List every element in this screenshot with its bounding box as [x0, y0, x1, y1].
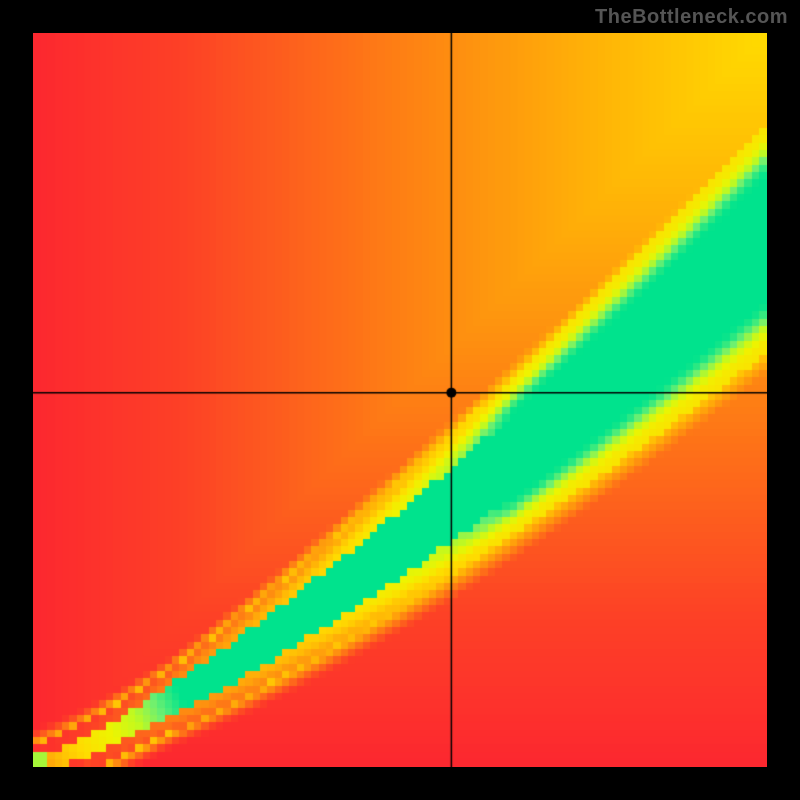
bottleneck-heatmap	[33, 33, 767, 767]
chart-container: TheBottleneck.com	[0, 0, 800, 800]
watermark-text: TheBottleneck.com	[595, 6, 788, 29]
